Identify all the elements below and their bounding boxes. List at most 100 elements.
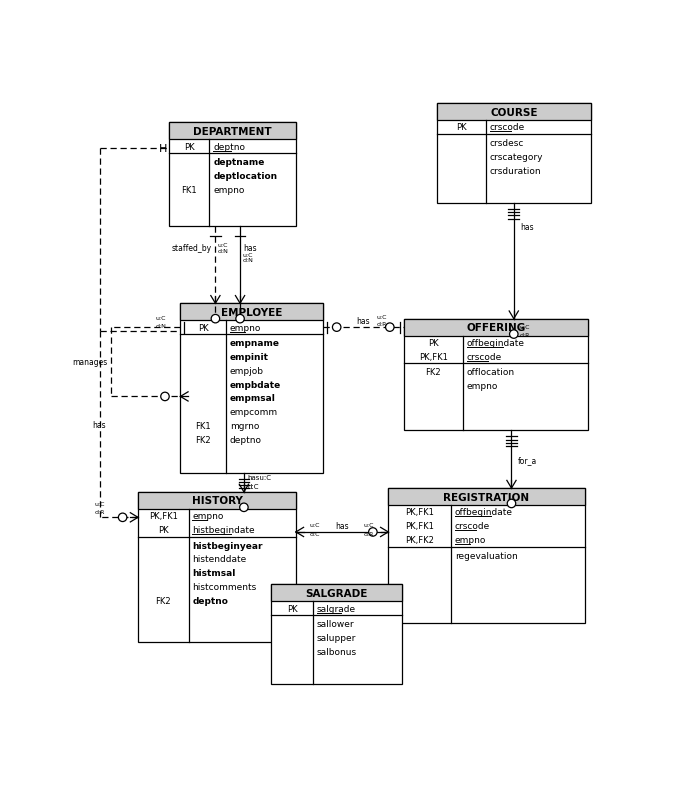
Text: OFFERING: OFFERING [466, 322, 526, 333]
Bar [138, 492, 296, 509]
Text: empno: empno [230, 323, 262, 332]
Text: empcomm: empcomm [230, 408, 278, 417]
Text: u:C: u:C [376, 314, 386, 319]
Text: FK2: FK2 [195, 435, 211, 444]
Text: empno: empno [455, 536, 486, 545]
Text: u:C
d:N: u:C d:N [242, 253, 253, 263]
Text: d:R: d:R [376, 322, 386, 326]
Text: d:R: d:R [520, 332, 531, 337]
Text: histmsal: histmsal [193, 569, 236, 577]
Text: crsduration: crsduration [490, 166, 542, 176]
Text: PK: PK [428, 338, 439, 347]
Bar [180, 304, 323, 473]
Text: has: has [520, 222, 533, 232]
Text: PK: PK [184, 143, 195, 152]
Circle shape [161, 393, 169, 401]
Text: u:C
d:N: u:C d:N [218, 243, 228, 254]
Text: for_a: for_a [518, 455, 537, 464]
Bar [388, 488, 584, 505]
Bar [271, 585, 402, 602]
Text: FK1: FK1 [195, 422, 211, 431]
Text: HISTORY: HISTORY [192, 496, 242, 506]
Text: PK: PK [158, 525, 168, 534]
Text: PK,FK1: PK,FK1 [405, 508, 434, 516]
Text: crscode: crscode [455, 521, 490, 531]
Text: deptlocation: deptlocation [213, 172, 277, 180]
Text: histenddate: histenddate [193, 555, 246, 564]
Text: d:R: d:R [94, 509, 104, 514]
Text: FK1: FK1 [181, 185, 197, 195]
Text: FK2: FK2 [155, 596, 171, 606]
Text: COURSE: COURSE [490, 107, 538, 117]
Text: empinit: empinit [230, 352, 269, 362]
Text: PK: PK [198, 323, 208, 332]
Text: PK: PK [287, 604, 297, 613]
Text: regevaluation: regevaluation [455, 551, 518, 560]
Text: salupper: salupper [317, 633, 356, 642]
Text: has: has [92, 420, 106, 429]
Text: manages: manages [72, 358, 107, 367]
Text: u:C: u:C [310, 522, 320, 527]
Text: d:N: d:N [156, 324, 166, 329]
Text: crscategory: crscategory [490, 152, 544, 161]
Text: empbdate: empbdate [230, 380, 281, 389]
Text: has: has [335, 521, 349, 531]
Text: offlocation: offlocation [466, 368, 515, 377]
Circle shape [119, 513, 127, 522]
Text: d:C: d:C [310, 532, 320, 537]
Bar [404, 319, 589, 431]
Bar [388, 488, 584, 623]
Text: empno: empno [193, 512, 224, 520]
Text: salgrade: salgrade [317, 604, 356, 613]
Text: REGISTRATION: REGISTRATION [444, 492, 529, 502]
Text: staffed_by: staffed_by [171, 244, 212, 253]
Text: SALGRADE: SALGRADE [306, 588, 368, 598]
Text: empno: empno [213, 185, 245, 195]
Circle shape [368, 528, 377, 537]
Text: crsdesc: crsdesc [490, 139, 524, 148]
Text: u:C: u:C [520, 325, 531, 330]
Circle shape [507, 500, 515, 508]
Text: PK: PK [456, 124, 466, 132]
Text: crscode: crscode [466, 352, 502, 362]
Text: PK,FK1: PK,FK1 [419, 352, 448, 362]
Text: offbegindate: offbegindate [466, 338, 524, 347]
Text: u:C: u:C [94, 501, 105, 506]
Text: deptno: deptno [193, 596, 228, 606]
Bar [437, 104, 591, 204]
Text: d:C: d:C [248, 483, 259, 489]
Bar [271, 585, 402, 685]
Text: sallower: sallower [317, 619, 355, 628]
Text: EMPLOYEE: EMPLOYEE [221, 307, 282, 318]
Text: has: has [243, 244, 257, 253]
Bar [138, 492, 296, 642]
Text: u:C: u:C [364, 522, 375, 527]
Circle shape [333, 323, 341, 332]
Circle shape [236, 315, 244, 323]
Text: PK,FK1: PK,FK1 [149, 512, 178, 520]
Bar [437, 104, 591, 121]
Text: PK,FK1: PK,FK1 [405, 521, 434, 531]
Text: empno: empno [466, 382, 498, 391]
Text: salbonus: salbonus [317, 647, 357, 656]
Text: has: has [357, 317, 370, 326]
Text: empjob: empjob [230, 367, 264, 375]
Text: deptname: deptname [213, 158, 265, 167]
Text: PK,FK2: PK,FK2 [405, 536, 434, 545]
Text: deptno: deptno [230, 435, 262, 444]
Circle shape [239, 504, 248, 512]
Text: d:R: d:R [364, 532, 375, 537]
Circle shape [386, 323, 394, 332]
Text: empmsal: empmsal [230, 394, 276, 403]
Text: offbegindate: offbegindate [455, 508, 513, 516]
Bar [169, 124, 296, 140]
Text: hasu:C: hasu:C [248, 474, 272, 480]
Text: deptno: deptno [213, 143, 246, 152]
Text: H: H [159, 144, 167, 153]
Circle shape [509, 330, 518, 339]
Text: u:C: u:C [156, 316, 166, 321]
Text: FK2: FK2 [426, 368, 441, 377]
Bar [180, 304, 323, 321]
Text: empname: empname [230, 338, 280, 347]
Text: histcomments: histcomments [193, 582, 257, 591]
